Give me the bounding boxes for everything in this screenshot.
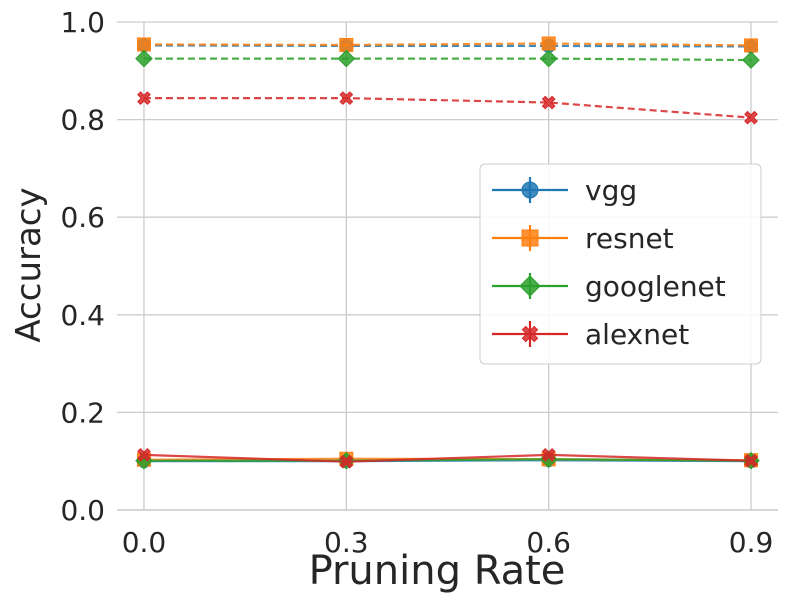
data-point-alexnet [339,91,354,106]
data-point-resnet [541,36,556,51]
x-tick-labels: 0.0 0.3 0.6 0.9 [122,526,774,559]
series-line-googlenet-solid [143,458,752,462]
series-alexnet [137,91,758,469]
series-line-alexnet-dashed [143,97,752,119]
x-tick-label: 0.6 [526,526,571,559]
data-point-alexnet [744,110,758,125]
legend-label: googlenet [585,270,726,303]
legend-marker-googlenet [519,275,541,297]
series-lines [135,36,760,470]
legend-label: resnet [585,222,674,255]
data-point-resnet [339,37,354,52]
legend-marker-resnet [521,229,539,247]
x-tick-label: 0.3 [324,526,369,559]
legend-entry-resnet: resnet [492,222,674,255]
legend-marker-alexnet [521,325,539,343]
data-point-alexnet [339,454,354,469]
x-axis-label: Pruning Rate [309,548,566,594]
series-line-resnet-dashed [143,42,752,47]
data-point-alexnet [137,447,151,462]
series-line-googlenet-dashed [143,57,752,62]
y-tick-label: 0.8 [60,104,105,137]
data-point-googlenet [135,49,153,68]
data-point-resnet [136,37,151,52]
y-tick-label: 1.0 [60,6,105,39]
data-point-alexnet [541,95,556,110]
legend-label: alexnet [585,318,689,351]
data-point-alexnet [541,447,556,462]
x-tick-label: 0.9 [729,526,774,559]
legend-entry-googlenet: googlenet [492,270,726,303]
data-point-resnet [744,38,759,53]
data-point-alexnet [744,453,758,468]
y-tick-label: 0.0 [60,494,105,527]
legend-marker-vgg [521,181,539,199]
data-point-googlenet [337,49,356,68]
legend: vgg resnet googlenet alexnet [479,163,762,365]
y-tick-label: 0.6 [60,201,105,234]
data-point-googlenet [742,51,760,69]
x-tick-label: 0.0 [122,526,167,559]
legend-entry-alexnet: alexnet [492,318,689,351]
y-tick-label: 0.2 [60,396,105,429]
legend-entry-vgg: vgg [492,174,637,207]
y-tick-labels: 0.0 0.2 0.4 0.6 0.8 1.0 [60,6,105,527]
data-point-alexnet [137,91,151,106]
data-point-googlenet [539,49,558,68]
y-axis-label: Accuracy [9,187,49,342]
legend-label: vgg [585,174,637,207]
y-tick-label: 0.4 [60,299,105,332]
legend-box [479,163,762,365]
series-line-alexnet-solid [143,453,752,463]
